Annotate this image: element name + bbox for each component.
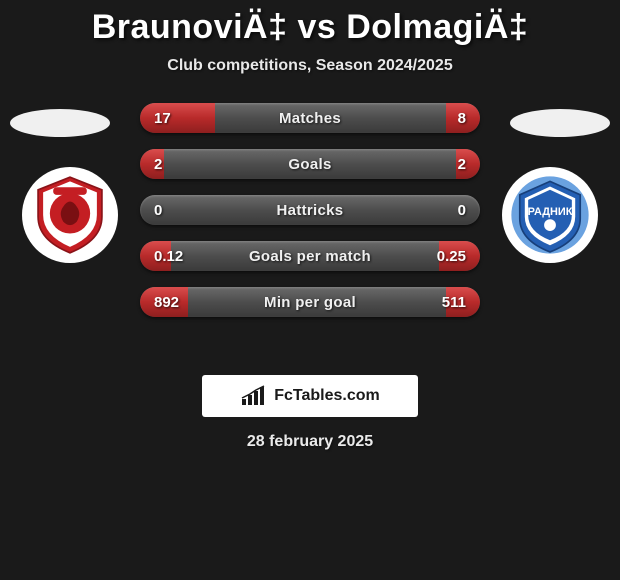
- stat-right-value: 511: [426, 294, 466, 311]
- brand-box[interactable]: FcTables.com: [202, 375, 418, 417]
- stats-list: 17 Matches 8 2 Goals 2 0 Hattricks 0: [140, 103, 480, 333]
- radnik-logo-icon: РАДНИК: [508, 173, 592, 257]
- stat-left-value: 0: [154, 202, 194, 219]
- stat-right-value: 0: [426, 202, 466, 219]
- stat-label: Matches: [279, 110, 341, 127]
- stat-row: 0.12 Goals per match 0.25: [140, 241, 480, 271]
- comparison-widget: BraunoviÄ‡ vs DolmagiÄ‡ Club competition…: [0, 0, 620, 580]
- date-text: 28 february 2025: [0, 433, 620, 451]
- left-ellipse: [10, 109, 110, 137]
- stat-right-value: 0.25: [426, 248, 466, 265]
- left-club-badge: [22, 167, 118, 263]
- stat-label: Min per goal: [264, 294, 356, 311]
- brand-text: FcTables.com: [274, 387, 380, 405]
- stat-row: 17 Matches 8: [140, 103, 480, 133]
- content-area: РАДНИК 17 Matches 8 2 Goals 2: [0, 103, 620, 363]
- right-club-badge: РАДНИК: [502, 167, 598, 263]
- stat-left-value: 892: [154, 294, 194, 311]
- stat-left-value: 17: [154, 110, 194, 127]
- stat-label: Goals per match: [249, 248, 371, 265]
- right-ellipse: [510, 109, 610, 137]
- stat-right-value: 2: [426, 156, 466, 173]
- stat-left-value: 2: [154, 156, 194, 173]
- svg-text:РАДНИК: РАДНИК: [528, 206, 573, 218]
- stat-label: Hattricks: [277, 202, 344, 219]
- stat-right-value: 8: [426, 110, 466, 127]
- bar-chart-icon: [240, 385, 268, 407]
- stat-label: Goals: [288, 156, 331, 173]
- page-title: BraunoviÄ‡ vs DolmagiÄ‡: [0, 8, 620, 47]
- stat-row: 2 Goals 2: [140, 149, 480, 179]
- stat-row: 0 Hattricks 0: [140, 195, 480, 225]
- stat-row: 892 Min per goal 511: [140, 287, 480, 317]
- subtitle: Club competitions, Season 2024/2025: [0, 57, 620, 75]
- stat-left-value: 0.12: [154, 248, 194, 265]
- vozdovac-logo-icon: [28, 173, 112, 257]
